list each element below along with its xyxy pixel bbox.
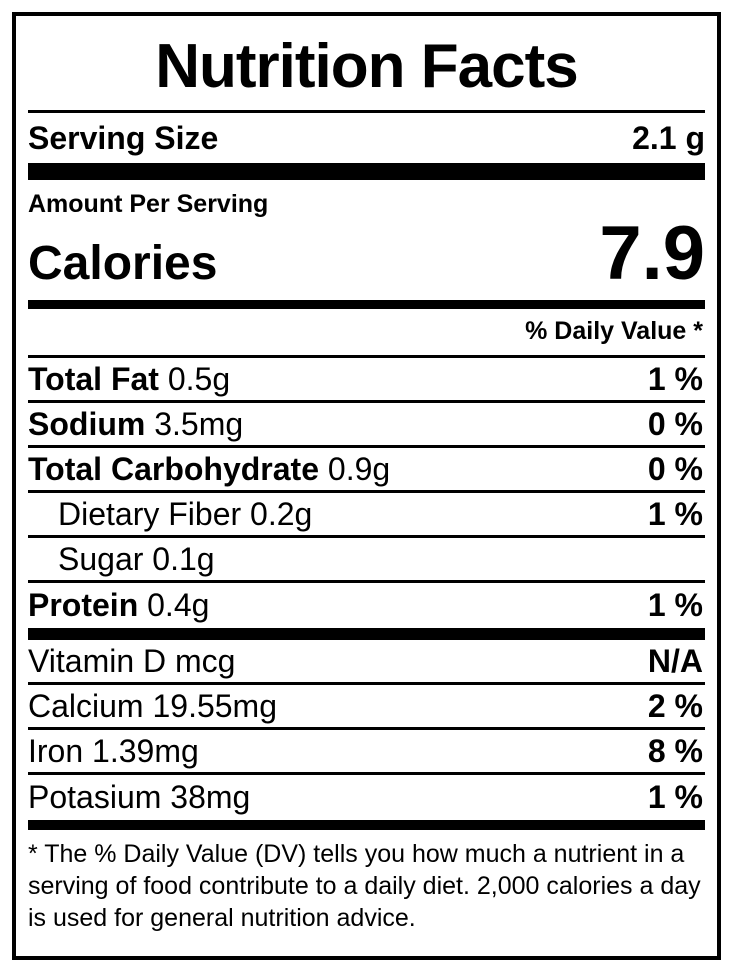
daily-value-footnote: * The % Daily Value (DV) tells you how m… — [28, 840, 701, 932]
vitamin-amount: Potasium 38mg — [28, 779, 251, 815]
calories-row: Calories 7.9 — [28, 216, 705, 300]
nutrient-name: Protein 0.4g — [28, 587, 209, 624]
vitamin-rows: Vitamin D mcg N/A Calcium 19.55mg 2 % Ir… — [28, 640, 705, 820]
nutrient-daily-value: 0 % — [647, 450, 703, 487]
vitamin-amount: Iron 1.39mg — [28, 732, 199, 769]
vitamin-name: Iron 1.39mg — [28, 733, 199, 770]
nutrient-row: Sodium 3.5mg 0 % — [28, 403, 705, 448]
divider-thick-under-protein — [28, 628, 705, 640]
divider-thin-under-title — [28, 110, 705, 113]
vitamin-daily-value: 1 % — [647, 779, 703, 815]
vitamin-name: Vitamin D mcg — [28, 643, 235, 680]
vitamin-row: Calcium 19.55mg 2 % — [28, 685, 705, 730]
nutrient-daily-value: 0 % — [647, 405, 703, 442]
serving-size-value: 2.1 g — [632, 119, 705, 156]
nutrient-daily-value: 1 % — [647, 360, 703, 397]
serving-size-row: Serving Size 2.1 g — [28, 113, 705, 163]
nutrient-amount: 3.5mg — [145, 405, 244, 442]
nutrient-amount: Dietary Fiber 0.2g — [58, 495, 313, 532]
nutrient-amount: 0.4g — [138, 587, 210, 623]
nutrient-row: Total Carbohydrate 0.9g 0 % — [28, 448, 705, 493]
nutrient-amount: Sugar 0.1g — [58, 540, 215, 577]
daily-value-header: % Daily Value * — [28, 309, 705, 358]
vitamin-daily-value: 8 % — [647, 732, 703, 769]
calories-value: 7.9 — [599, 211, 705, 296]
divider-thick-under-calories — [28, 300, 705, 309]
amount-per-serving-label: Amount Per Serving — [28, 190, 269, 218]
vitamin-amount: Calcium 19.55mg — [28, 687, 277, 724]
nutrient-name: Sugar 0.1g — [58, 541, 215, 578]
vitamin-name: Potasium 38mg — [28, 779, 250, 816]
vitamin-daily-value: 2 % — [647, 687, 703, 724]
nutrient-rows: Total Fat 0.5g 1 % Sodium 3.5mg 0 % Tota… — [28, 358, 705, 628]
divider-extra-thick — [28, 163, 705, 180]
vitamin-name: Calcium 19.55mg — [28, 688, 277, 725]
nutrient-name-bold: Total Fat — [28, 360, 159, 397]
vitamin-row: Iron 1.39mg 8 % — [28, 730, 705, 775]
calories-label: Calories — [28, 237, 218, 290]
vitamin-amount: Vitamin D mcg — [28, 642, 236, 679]
nutrient-name-bold: Protein — [28, 587, 139, 623]
nutrient-name: Total Carbohydrate 0.9g — [28, 451, 390, 488]
nutrient-name: Sodium 3.5mg — [28, 406, 243, 443]
nutrient-amount: 0.5g — [158, 360, 231, 397]
nutrient-name: Total Fat 0.5g — [28, 361, 230, 398]
nutrient-name-bold: Total Carbohydrate — [28, 450, 319, 487]
label-title: Nutrition Facts — [155, 32, 578, 101]
nutrient-amount: 0.9g — [319, 450, 391, 487]
nutrition-facts-label: Nutrition Facts Serving Size 2.1 g Amoun… — [12, 12, 721, 960]
divider-thick-above-footnote — [28, 820, 705, 830]
nutrient-name-bold: Sodium — [28, 405, 146, 442]
vitamin-row: Potasium 38mg 1 % — [28, 775, 705, 820]
nutrient-row: Protein 0.4g 1 % — [28, 583, 705, 628]
nutrient-row: Total Fat 0.5g 1 % — [28, 358, 705, 403]
vitamin-row: Vitamin D mcg N/A — [28, 640, 705, 685]
nutrient-daily-value: 1 % — [647, 495, 703, 532]
nutrient-name: Dietary Fiber 0.2g — [58, 496, 312, 533]
nutrient-daily-value: 1 % — [647, 587, 703, 623]
serving-size-label: Serving Size — [28, 119, 219, 156]
nutrient-row: Sugar 0.1g — [28, 538, 705, 583]
vitamin-daily-value: N/A — [647, 642, 703, 679]
nutrient-row: Dietary Fiber 0.2g 1 % — [28, 493, 705, 538]
